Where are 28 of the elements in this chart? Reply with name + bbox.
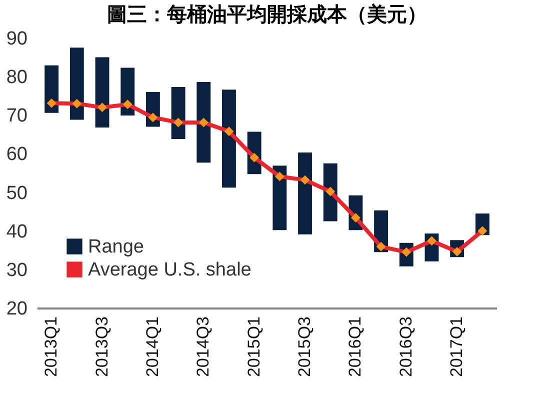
bar xyxy=(171,86,186,140)
x-tick-label: 2015Q1 xyxy=(244,316,264,377)
x-tick-label: 2016Q1 xyxy=(346,316,365,377)
y-tick-label: 80 xyxy=(6,67,28,88)
y-tick-label: 30 xyxy=(6,260,28,281)
x-tick-label: 2017Q1 xyxy=(447,316,466,377)
legend-label: Range xyxy=(88,236,144,258)
x-tick-label: 2015Q3 xyxy=(295,316,314,377)
bar xyxy=(44,65,59,113)
bar xyxy=(222,90,236,188)
x-tick-label: 2013Q3 xyxy=(92,316,112,377)
bar xyxy=(95,57,110,128)
bar xyxy=(196,82,211,163)
y-tick-label: 90 xyxy=(6,28,28,50)
x-tick-label: 2013Q1 xyxy=(42,316,61,377)
legend-label: Average U.S. shale xyxy=(88,260,252,280)
bar xyxy=(70,48,84,120)
y-tick-label: 70 xyxy=(6,106,28,127)
bar xyxy=(298,152,312,234)
x-tick-label: 2016Q3 xyxy=(396,316,416,377)
chart-title: 圖三：每桶油平均開採成本（美元） xyxy=(107,2,427,26)
x-tick-label: 2014Q3 xyxy=(194,316,213,377)
y-tick-label: 60 xyxy=(6,144,28,166)
x-tick-label: 2014Q1 xyxy=(142,316,162,377)
y-tick-label: 40 xyxy=(6,221,28,242)
y-tick-label: 20 xyxy=(6,298,28,320)
y-tick-label: 50 xyxy=(6,182,28,204)
bar xyxy=(272,166,287,230)
